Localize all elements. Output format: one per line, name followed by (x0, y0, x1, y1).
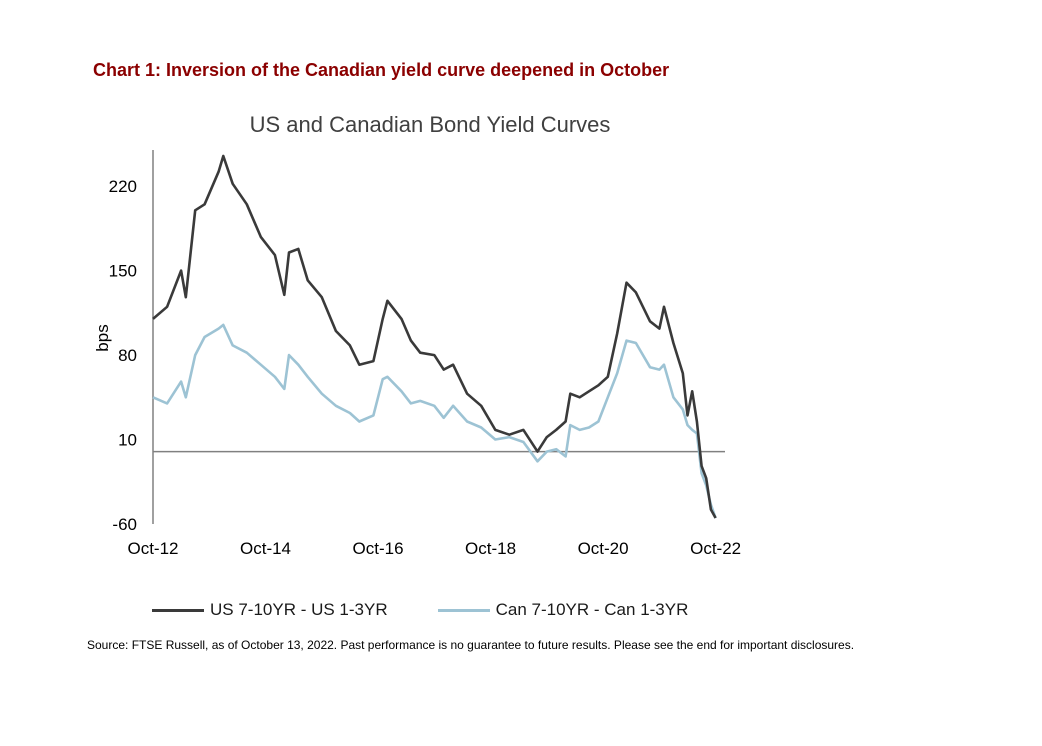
y-tick-label: 10 (118, 431, 137, 450)
source-note: Source: FTSE Russell, as of October 13, … (87, 638, 855, 652)
chart-legend: US 7-10YR - US 1-3YR Can 7-10YR - Can 1-… (152, 600, 688, 620)
x-tick-label: Oct-22 (690, 539, 741, 558)
chart-series (152, 154, 717, 519)
chart-axes (152, 150, 725, 524)
legend-label-can: Can 7-10YR - Can 1-3YR (495, 600, 689, 619)
chart-ticks: 220 150 80 10 -60 Oct-12 Oct-14 Oct-16 Oct-18 Oct… (93, 177, 741, 558)
y-tick-label: 220 (109, 177, 137, 196)
x-tick-label: Oct-18 (465, 539, 516, 558)
line-chart: 220 150 80 10 -60 Oct-12 Oct-14 Oct-16 Oct-18 Oct… (93, 150, 741, 558)
x-tick-label: Oct-14 (240, 539, 291, 558)
series-line-us (152, 154, 717, 519)
legend-swatch-us (152, 608, 204, 612)
y-axis-label: bps (93, 324, 112, 351)
y-tick-label: -60 (112, 515, 137, 534)
x-tick-label: Oct-20 (578, 539, 629, 558)
y-tick-label: 150 (109, 262, 137, 281)
series-line-can (152, 323, 717, 519)
legend-item-us: US 7-10YR - US 1-3YR (152, 600, 388, 620)
chart-title: US and Canadian Bond Yield Curves (249, 112, 611, 137)
x-tick-label: Oct-12 (127, 539, 178, 558)
chart-heading: Chart 1: Inversion of the Canadian yield… (93, 60, 670, 80)
legend-label-us: US 7-10YR - US 1-3YR (210, 600, 388, 619)
legend-item-can: Can 7-10YR - Can 1-3YR (437, 600, 689, 620)
y-tick-label: 80 (118, 346, 137, 365)
legend-swatch-can (437, 608, 490, 612)
x-tick-label: Oct-16 (353, 539, 404, 558)
